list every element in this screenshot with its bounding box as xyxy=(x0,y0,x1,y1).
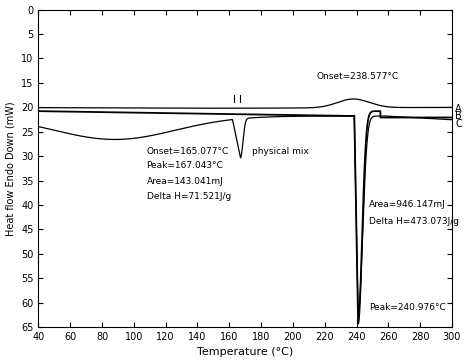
Text: Area=143.041mJ: Area=143.041mJ xyxy=(146,178,223,187)
Text: C: C xyxy=(455,119,462,129)
Text: Onset=238.577°C: Onset=238.577°C xyxy=(317,72,399,81)
Text: Delta H=473.073J/g: Delta H=473.073J/g xyxy=(369,217,459,227)
Text: physical mix: physical mix xyxy=(252,147,309,156)
Y-axis label: Heat flow Endo Down (mW): Heat flow Endo Down (mW) xyxy=(6,101,16,236)
Text: Delta H=71.521J/g: Delta H=71.521J/g xyxy=(146,192,231,201)
Text: A: A xyxy=(455,104,462,114)
Text: Area=946.147mJ: Area=946.147mJ xyxy=(369,200,446,209)
Text: Peak=240.976°C: Peak=240.976°C xyxy=(369,303,446,312)
Text: B: B xyxy=(455,111,462,121)
Text: Peak=167.043°C: Peak=167.043°C xyxy=(146,161,223,170)
Text: Onset=165.077°C: Onset=165.077°C xyxy=(146,147,229,156)
X-axis label: Temperature (°C): Temperature (°C) xyxy=(197,347,293,358)
